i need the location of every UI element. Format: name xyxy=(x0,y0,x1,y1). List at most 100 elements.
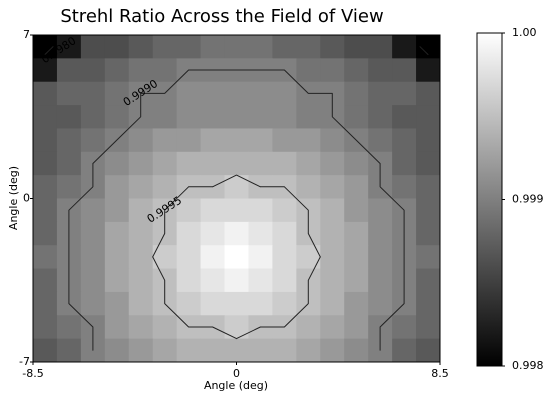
heatmap-cell xyxy=(152,245,178,270)
heatmap-cell xyxy=(80,291,106,316)
heatmap-cell xyxy=(200,105,226,129)
heatmap-cell xyxy=(248,245,273,270)
heatmap-cell xyxy=(224,338,249,363)
heatmap-cell xyxy=(224,151,249,176)
heatmap-cell xyxy=(80,221,106,246)
heatmap-cell xyxy=(128,338,154,363)
heatmap-cell xyxy=(368,268,393,293)
heatmap-cell xyxy=(80,245,106,270)
heatmap-cell xyxy=(416,35,441,59)
heatmap-cell xyxy=(56,58,82,83)
heatmap-cell xyxy=(272,35,297,59)
x-axis-label: Angle (deg) xyxy=(204,379,268,392)
heatmap-cell xyxy=(392,105,417,129)
heatmap-cell xyxy=(272,105,297,129)
heatmap-cell xyxy=(104,81,130,106)
heatmap-cell xyxy=(104,315,130,340)
heatmap-cell xyxy=(80,105,106,129)
heatmap-cell xyxy=(152,151,178,176)
x-tick-label: 0 xyxy=(233,367,240,380)
heatmap-cell xyxy=(344,315,369,340)
colorbar-tick-label: 0.999 xyxy=(512,193,544,206)
heatmap-cell xyxy=(416,315,441,340)
heatmap-cell xyxy=(296,151,321,176)
heatmap-cell xyxy=(128,245,154,270)
heatmap-cell xyxy=(272,198,297,223)
heatmap-cell xyxy=(152,315,178,340)
heatmap-cell xyxy=(344,35,369,59)
heatmap-cell xyxy=(176,338,202,363)
heatmap-cell xyxy=(296,338,321,363)
chart-title: Strehl Ratio Across the Field of View xyxy=(60,6,383,27)
heatmap-cell xyxy=(80,128,106,153)
heatmap-cell xyxy=(296,245,321,270)
heatmap-cell xyxy=(296,175,321,199)
heatmap-cell xyxy=(368,245,393,270)
heatmap-cell xyxy=(392,81,417,106)
x-tick-label: -8.5 xyxy=(22,367,43,380)
heatmap-cell xyxy=(104,268,130,293)
heatmap-cell xyxy=(200,198,226,223)
heatmap-cell xyxy=(104,338,130,363)
heatmap-cell xyxy=(272,128,297,153)
heatmap-cell xyxy=(200,81,226,106)
heatmap-cell xyxy=(224,81,249,106)
heatmap-cell xyxy=(416,81,441,106)
heatmap-cell xyxy=(176,105,202,129)
heatmap-cell xyxy=(176,291,202,316)
heatmap-cell xyxy=(248,338,273,363)
heatmap-cell xyxy=(392,175,417,199)
heatmap-cell xyxy=(392,128,417,153)
heatmap-cell xyxy=(344,221,369,246)
heatmap-cell xyxy=(416,175,441,199)
heatmap-cell xyxy=(416,128,441,153)
heatmap-cell xyxy=(344,175,369,199)
heatmap-cell xyxy=(296,128,321,153)
heatmap-cell xyxy=(344,151,369,176)
heatmap-cell xyxy=(320,338,345,363)
heatmap-cell xyxy=(224,35,249,59)
heatmap-cell xyxy=(296,58,321,83)
heatmap-cell xyxy=(248,151,273,176)
heatmap-cell xyxy=(296,105,321,129)
heatmap-cell xyxy=(176,198,202,223)
heatmap-cell xyxy=(320,128,345,153)
heatmap-cell xyxy=(320,221,345,246)
heatmap-cell xyxy=(200,245,226,270)
heatmap-cell xyxy=(33,81,58,106)
heatmap-cell xyxy=(320,198,345,223)
heatmap-cell xyxy=(56,81,82,106)
y-tick-label: -7 xyxy=(19,355,30,368)
y-tick-label: 7 xyxy=(23,28,30,41)
heatmap-cell xyxy=(320,151,345,176)
heatmap-cell xyxy=(33,151,58,176)
heatmap-cell xyxy=(248,81,273,106)
heatmap-cell xyxy=(152,35,178,59)
heatmap-cell xyxy=(128,175,154,199)
heatmap-cell xyxy=(80,81,106,106)
heatmap-cell xyxy=(33,245,58,270)
heatmap-cell xyxy=(104,58,130,83)
heatmap-cell xyxy=(344,338,369,363)
heatmap-cell xyxy=(248,128,273,153)
heatmap-cell xyxy=(56,315,82,340)
heatmap-cell xyxy=(416,291,441,316)
heatmap-cell xyxy=(416,268,441,293)
heatmap-cell xyxy=(80,58,106,83)
heatmap-cell xyxy=(128,128,154,153)
heatmap-cell xyxy=(176,221,202,246)
heatmap-cell xyxy=(128,58,154,83)
heatmap-cell xyxy=(176,35,202,59)
heatmap-cell xyxy=(272,221,297,246)
heatmap-cell xyxy=(128,35,154,59)
heatmap-cell xyxy=(416,221,441,246)
heatmap-cell xyxy=(272,291,297,316)
heatmap-cell xyxy=(368,105,393,129)
heatmap-cell xyxy=(200,338,226,363)
heatmap-cell xyxy=(248,291,273,316)
heatmap-cell xyxy=(224,245,249,270)
colorbar-tick-label: 1.00 xyxy=(512,26,537,39)
heatmap-cell xyxy=(104,198,130,223)
heatmap-cell xyxy=(200,221,226,246)
heatmap-cell xyxy=(272,81,297,106)
